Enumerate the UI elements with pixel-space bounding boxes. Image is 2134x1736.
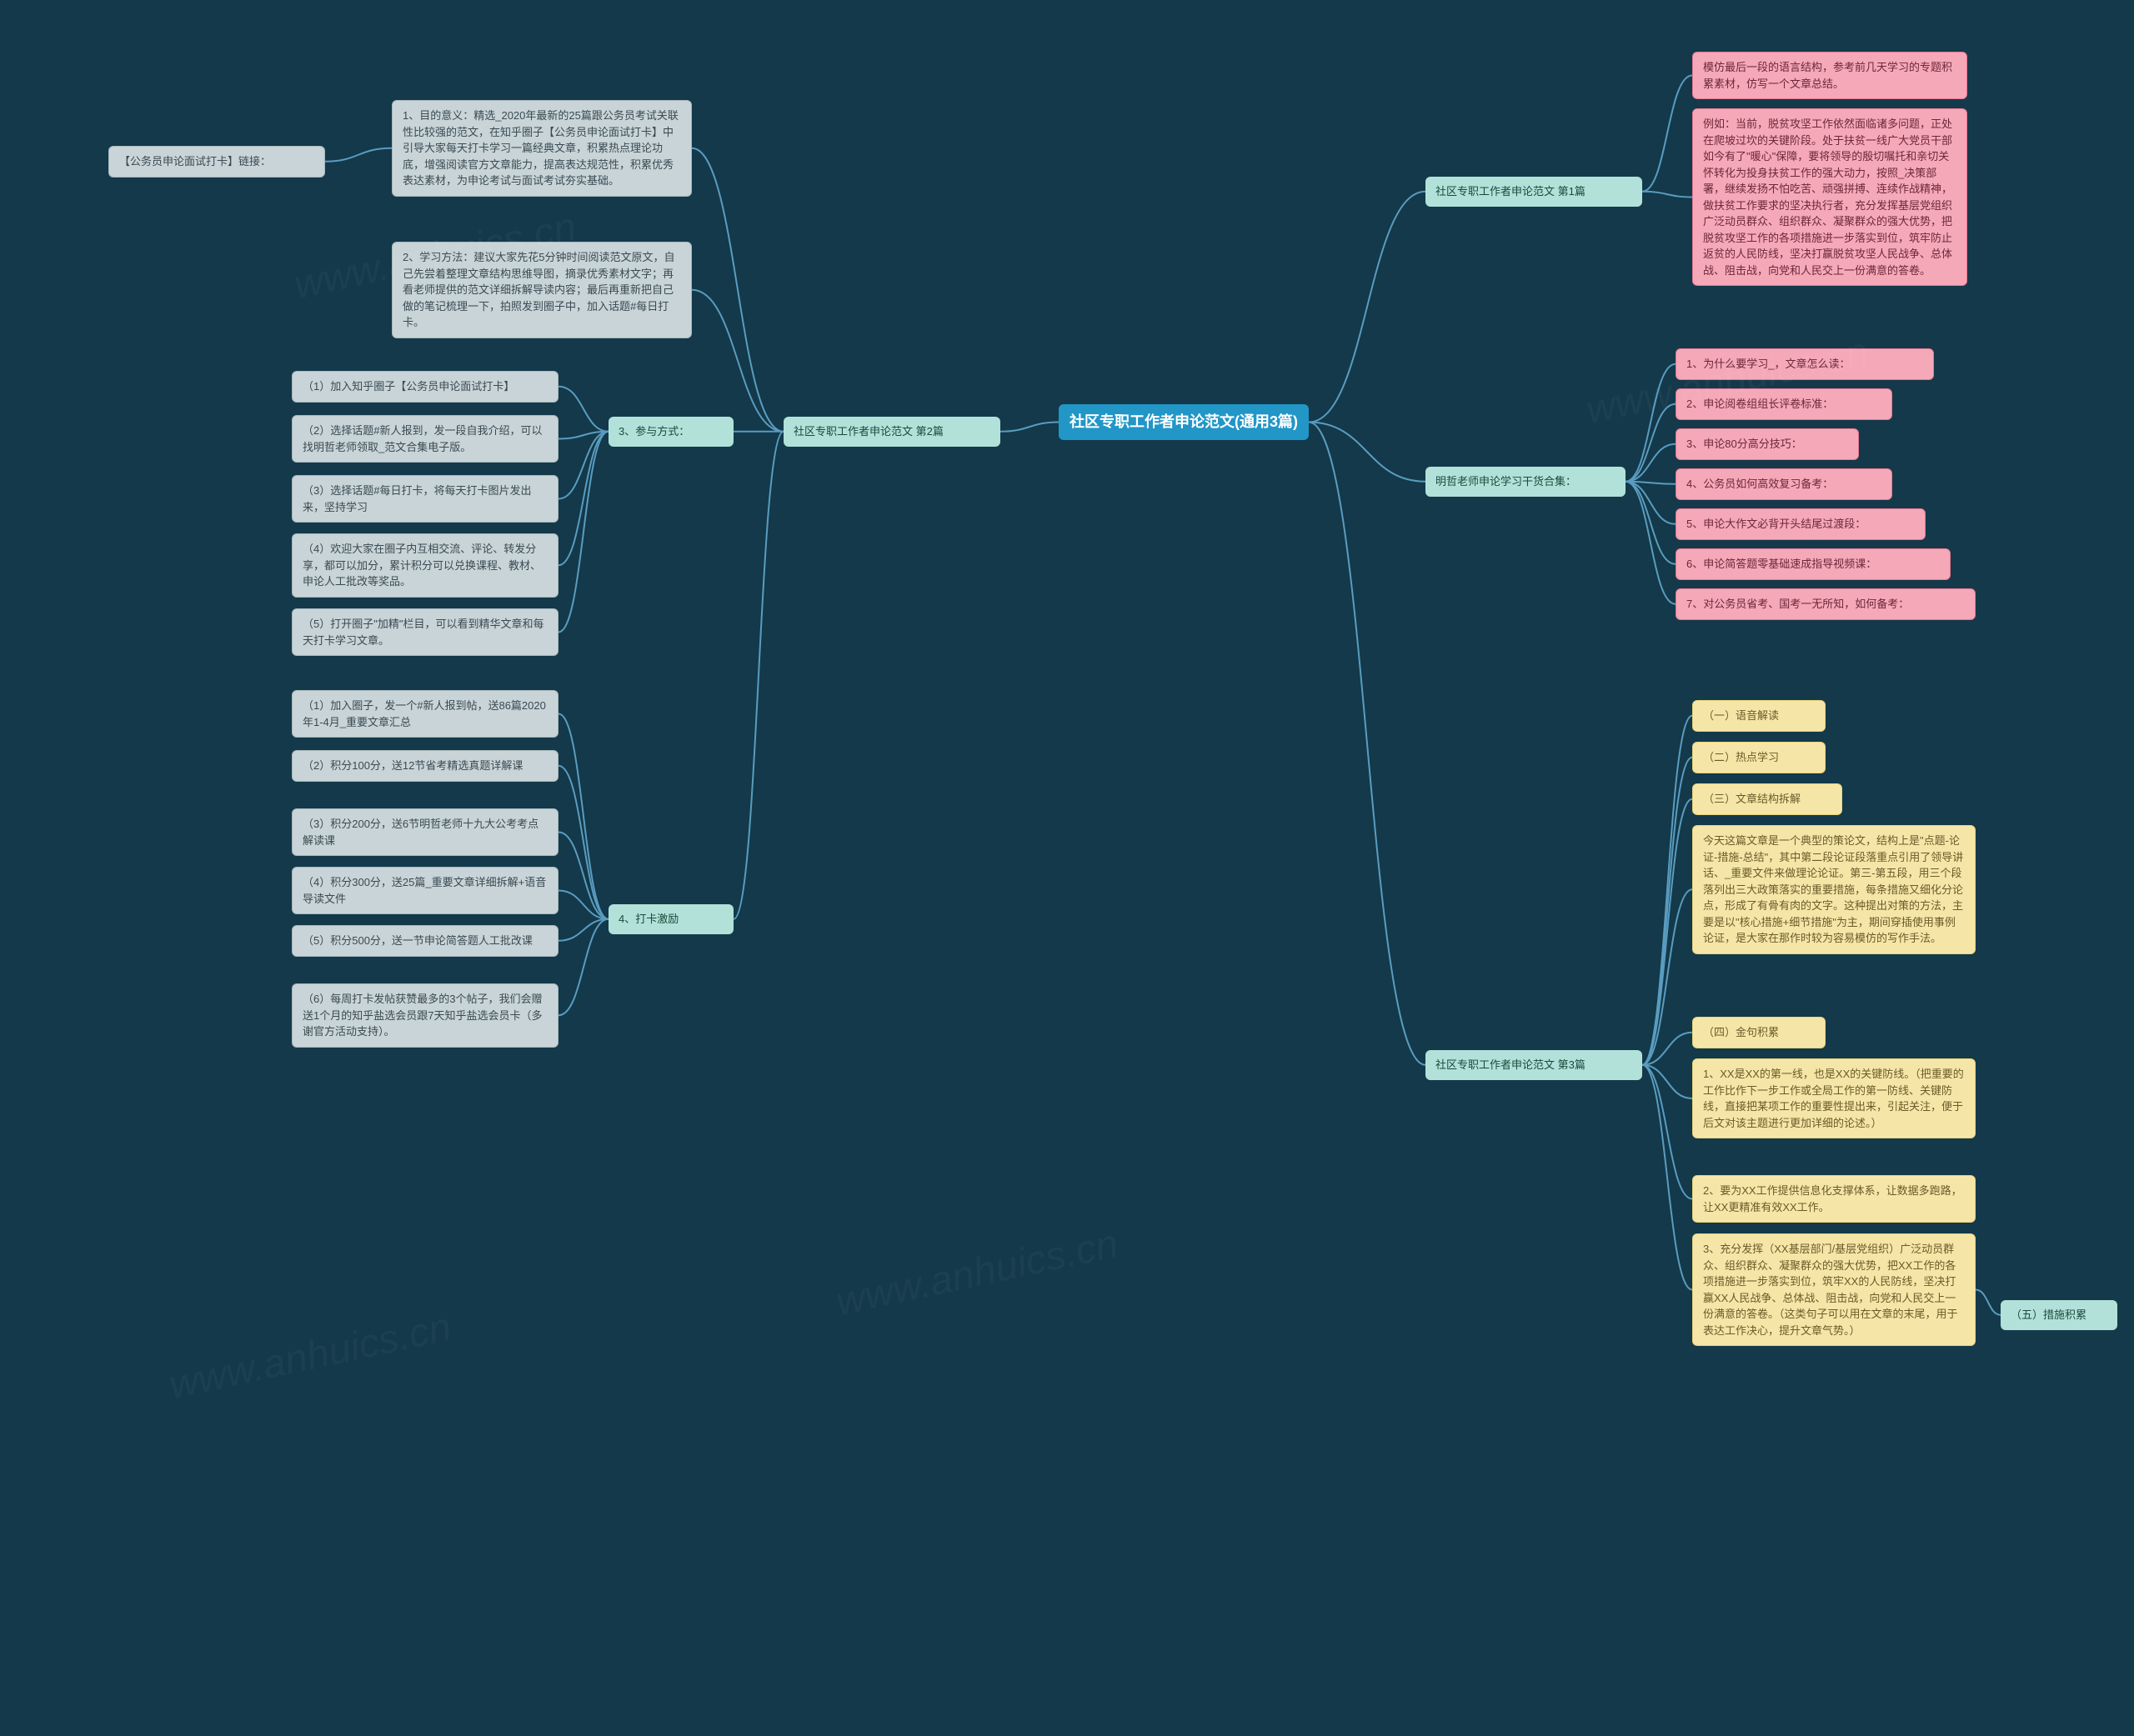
- branch-2-item-2: 2、学习方法：建议大家先花5分钟时间阅读范文原文，自己先尝着整理文章结构思维导图…: [392, 242, 692, 338]
- branch-3-tail: （五）措施积累: [2001, 1300, 2117, 1330]
- branch-3-node-4: 今天这篇文章是一个典型的策论文，结构上是"点题-论证-措施-总结"，其中第二段论…: [1692, 825, 1976, 954]
- branch-2-4-sub-2: （2）积分100分，送12节省考精选真题详解课: [292, 750, 559, 782]
- branch-2-3-sub-5: （5）打开圈子"加精"栏目，可以看到精华文章和每天打卡学习文章。: [292, 608, 559, 656]
- branch-1-sub-7: 7、对公务员省考、国考一无所知，如何备考：: [1676, 588, 1976, 620]
- branch-1-sub-2: 2、申论阅卷组组长评卷标准：: [1676, 388, 1892, 420]
- branch-3-node-2: （二）热点学习: [1692, 742, 1826, 773]
- branch-1-node-1: 模仿最后一段的语言结构，参考前几天学习的专题积累素材，仿写一个文章总结。: [1692, 52, 1967, 99]
- branch-1-title: 社区专职工作者申论范文 第1篇: [1425, 177, 1642, 207]
- branch-2-3-sub-2: （2）选择话题#新人报到，发一段自我介绍，可以找明哲老师领取_范文合集电子版。: [292, 415, 559, 463]
- branch-1-sub-6: 6、申论简答题零基础速成指导视频课：: [1676, 548, 1951, 580]
- branch-3-node-5: （四）金句积累: [1692, 1017, 1826, 1048]
- branch-2-item-3-label: 3、参与方式：: [609, 417, 734, 447]
- branch-2-top-link: 【公务员申论面试打卡】链接：: [108, 146, 325, 178]
- root-node: 社区专职工作者申论范文(通用3篇): [1059, 404, 1309, 440]
- watermark: www.anhuics.cn: [832, 1221, 1122, 1325]
- branch-1-node-3: 明哲老师申论学习干货合集：: [1425, 467, 1626, 497]
- branch-2-4-sub-4: （4）积分300分，送25篇_重要文章详细拆解+语音导读文件: [292, 867, 559, 914]
- branch-2-3-sub-4: （4）欢迎大家在圈子内互相交流、评论、转发分享，都可以加分，累计积分可以兑换课程…: [292, 533, 559, 598]
- branch-1-sub-1: 1、为什么要学习_，文章怎么读：: [1676, 348, 1934, 380]
- branch-2-4-sub-6: （6）每周打卡发帖获赞最多的3个帖子，我们会赠送1个月的知乎盐选会员跟7天知乎盐…: [292, 983, 559, 1048]
- branch-2-item-4-label: 4、打卡激励: [609, 904, 734, 934]
- watermark: www.anhuics.cn: [165, 1304, 455, 1408]
- branch-2-4-sub-3: （3）积分200分，送6节明哲老师十九大公考考点解读课: [292, 808, 559, 856]
- branch-2-4-sub-5: （5）积分500分，送一节申论简答题人工批改课: [292, 925, 559, 957]
- branch-3-node-1: （一）语音解读: [1692, 700, 1826, 732]
- branch-1-sub-3: 3、申论80分高分技巧：: [1676, 428, 1859, 460]
- branch-2-3-sub-1: （1）加入知乎圈子【公务员申论面试打卡】: [292, 371, 559, 403]
- branch-2-4-sub-1: （1）加入圈子，发一个#新人报到帖，送86篇2020年1-4月_重要文章汇总: [292, 690, 559, 738]
- branch-1-sub-4: 4、公务员如何高效复习备考：: [1676, 468, 1892, 500]
- branch-2-item-1: 1、目的意义：精选_2020年最新的25篇跟公务员考试关联性比较强的范文，在知乎…: [392, 100, 692, 197]
- branch-3-node-8: 3、充分发挥（XX基层部门/基层党组织）广泛动员群众、组织群众、凝聚群众的强大优…: [1692, 1233, 1976, 1346]
- branch-3-node-3: （三）文章结构拆解: [1692, 783, 1842, 815]
- branch-3-node-7: 2、要为XX工作提供信息化支撑体系，让数据多跑路，让XX更精准有效XX工作。: [1692, 1175, 1976, 1223]
- branch-2-3-sub-3: （3）选择话题#每日打卡，将每天打卡图片发出来，坚持学习: [292, 475, 559, 523]
- branch-3-title: 社区专职工作者申论范文 第3篇: [1425, 1050, 1642, 1080]
- branch-1-sub-5: 5、申论大作文必背开头结尾过渡段：: [1676, 508, 1926, 540]
- branch-3-node-6: 1、XX是XX的第一线，也是XX的关键防线。（把重要的工作比作下一步工作或全局工…: [1692, 1058, 1976, 1138]
- branch-2-title: 社区专职工作者申论范文 第2篇: [784, 417, 1000, 447]
- branch-1-node-2: 例如：当前，脱贫攻坚工作依然面临诸多问题，正处在爬坡过坎的关键阶段。处于扶贫一线…: [1692, 108, 1967, 286]
